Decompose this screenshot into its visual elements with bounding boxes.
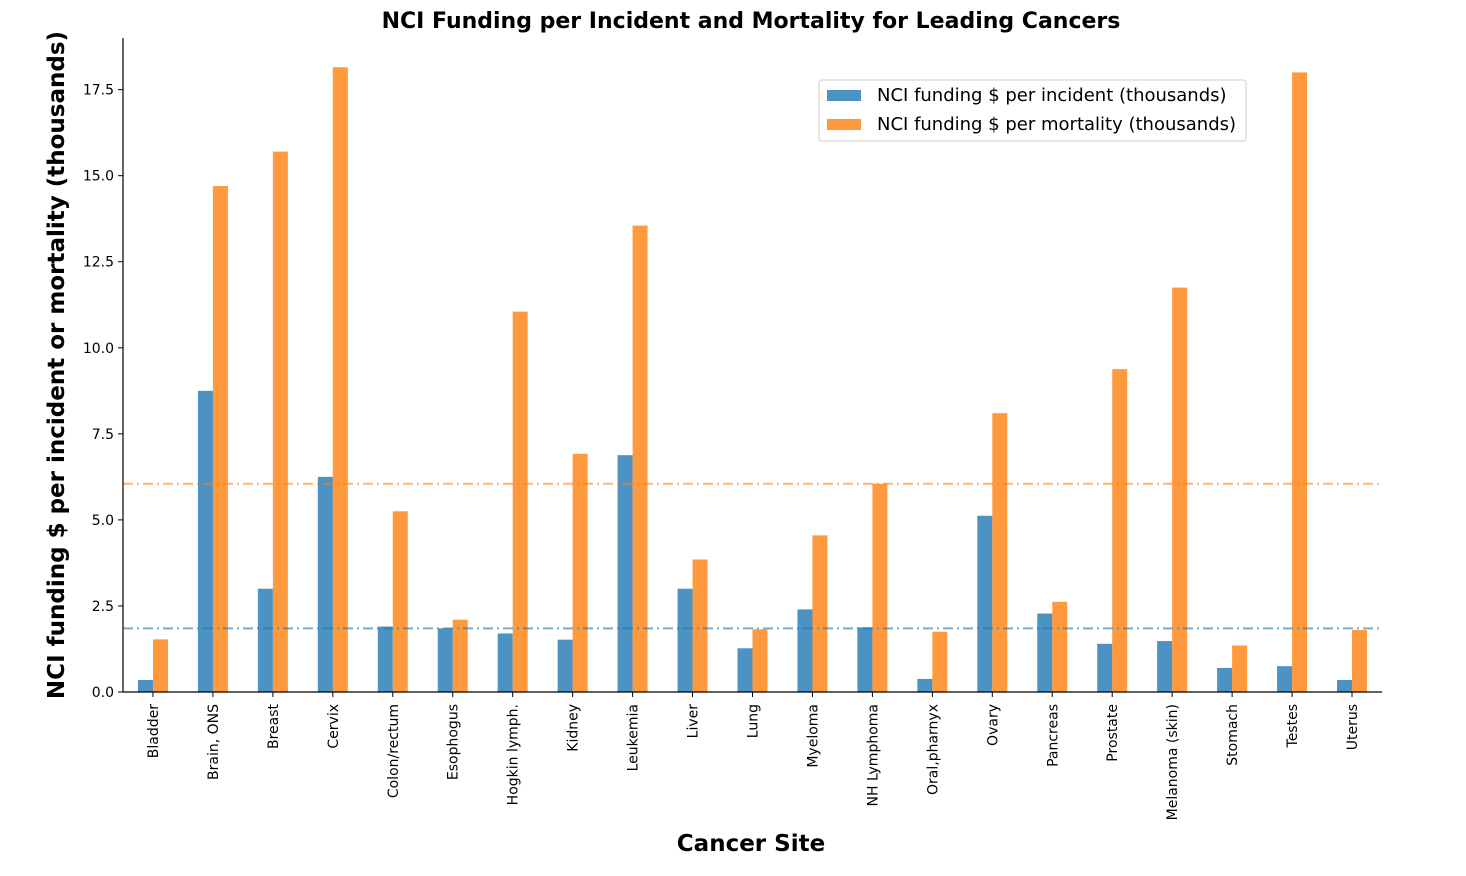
bar-mortality-15 [1052, 601, 1068, 692]
x-tick-label: Esophogus [446, 704, 462, 780]
x-tick-label: Kidney [566, 704, 582, 752]
y-tick-label: 17.5 [83, 83, 114, 99]
bar-incident-15 [1037, 613, 1053, 692]
x-tick-label: Oral,pharnyx [925, 704, 941, 795]
bar-mortality-19 [1292, 72, 1308, 693]
bar-mortality-17 [1172, 287, 1188, 692]
y-tick-label: 7.5 [92, 427, 114, 443]
bar-mortality-13 [932, 631, 948, 692]
bar-mortality-11 [812, 535, 828, 692]
legend-swatch-1 [827, 119, 861, 130]
x-tick-label: Colon/rectum [386, 704, 402, 798]
x-tick-label: Leukemia [626, 704, 642, 771]
bar-incident-19 [1277, 666, 1293, 692]
bar-incident-2 [257, 588, 273, 692]
bar-incident-6 [497, 633, 513, 692]
bar-mortality-8 [632, 225, 648, 693]
legend-swatch-0 [827, 90, 861, 101]
bar-mortality-9 [692, 559, 708, 692]
y-tick-label: 10.0 [83, 341, 114, 357]
x-tick-label: Brain, ONS [206, 704, 222, 780]
bar-mortality-7 [572, 453, 588, 692]
legend: NCI funding $ per incident (thousands) NC… [818, 79, 1247, 142]
x-tick-label: Bladder [146, 704, 162, 758]
plot-area: Bladder Brain, ONS Breast Cervix Colon/rectu… [83, 38, 1382, 820]
bar-mortality-20 [1352, 630, 1368, 692]
bar-incident-4 [377, 626, 393, 692]
bar-mortality-5 [452, 619, 468, 692]
bar-mortality-4 [392, 511, 408, 692]
y-tick-label: 5.0 [92, 513, 114, 529]
bar-mortality-6 [512, 311, 528, 692]
bar-incident-11 [797, 609, 813, 692]
bar-mortality-14 [992, 413, 1008, 692]
x-tick-label: Hogkin lymph. [506, 704, 522, 805]
bar-incident-16 [1097, 643, 1113, 692]
legend-label-0: NCI funding $ per incident (thousands) [877, 85, 1227, 106]
bar-mortality-2 [272, 151, 288, 692]
bar-incident-17 [1157, 641, 1173, 692]
bar-mortality-12 [872, 483, 888, 692]
y-tick-label: 0.0 [92, 685, 114, 701]
bar-mortality-10 [752, 629, 768, 692]
legend-label-1: NCI funding $ per mortality (thousands) [877, 114, 1236, 135]
bar-incident-18 [1217, 667, 1233, 692]
legend-box [818, 79, 1247, 142]
bar-mortality-3 [332, 67, 348, 693]
bar-incident-8 [617, 455, 633, 692]
x-tick-label: NH Lymphoma [865, 704, 881, 806]
bar-incident-7 [557, 639, 573, 692]
x-tick-label: Stomach [1225, 704, 1241, 766]
y-tick-label: 15.0 [83, 169, 114, 185]
bar-incident-13 [917, 678, 933, 692]
bar-incident-9 [677, 588, 693, 692]
bar-mortality-0 [152, 639, 168, 692]
bar-mortality-16 [1112, 369, 1128, 692]
bar-incident-3 [317, 476, 333, 692]
x-tick-label: Ovary [985, 704, 1001, 746]
bar-incident-12 [857, 627, 873, 692]
bar-incident-20 [1337, 679, 1353, 692]
bar-incident-14 [977, 515, 993, 692]
y-axis-label: NCI funding $ per incident or mortality … [44, 31, 70, 699]
bar-mortality-18 [1232, 645, 1248, 692]
chart-title: NCI Funding per Incident and Mortality f… [382, 9, 1121, 34]
bar-mortality-1 [212, 186, 228, 692]
x-tick-label: Myeloma [805, 704, 821, 768]
x-tick-label: Cervix [326, 704, 342, 749]
x-tick-label: Pancreas [1045, 704, 1061, 767]
bar-incident-0 [137, 679, 153, 692]
x-tick-label: Breast [266, 703, 282, 749]
x-tick-label: Liver [686, 704, 702, 739]
x-tick-label: Prostate [1105, 704, 1121, 762]
y-tick-label: 12.5 [83, 255, 114, 271]
bar-incident-5 [437, 628, 453, 692]
x-tick-label: Uterus [1345, 704, 1361, 750]
bar-incident-1 [197, 390, 213, 692]
x-tick-label: Melanoma (skin) [1165, 704, 1181, 820]
x-tick-label: Testes [1285, 704, 1301, 748]
bar-incident-10 [737, 648, 753, 692]
y-tick-label: 2.5 [92, 599, 114, 615]
x-tick-label: Lung [746, 704, 762, 738]
x-axis-label: Cancer Site [677, 831, 825, 857]
